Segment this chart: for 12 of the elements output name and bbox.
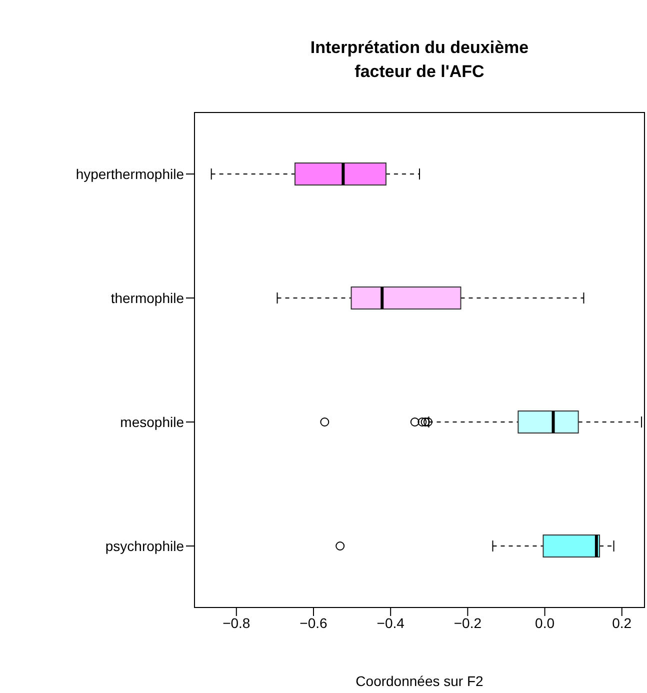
chart-title: Interprétation du deuxième facteur de l'AFC (309, 37, 530, 83)
x-tick-label: 0.0 (535, 614, 555, 631)
y-tick-label: psychrophile (105, 538, 184, 554)
x-tick-label: −0.8 (222, 614, 250, 631)
x-tick-label: −0.4 (376, 614, 405, 631)
x-tick-label: 0.2 (612, 614, 632, 631)
y-tick-label: thermophile (110, 290, 184, 306)
y-tick-label: mesophile (120, 414, 184, 430)
x-tick-label: −0.6 (300, 614, 328, 631)
y-tick-label: hyperthermophile (76, 166, 184, 182)
x-axis-title: Coordonnées sur F2 (356, 673, 484, 689)
x-tick-label: −0.2 (454, 614, 482, 631)
